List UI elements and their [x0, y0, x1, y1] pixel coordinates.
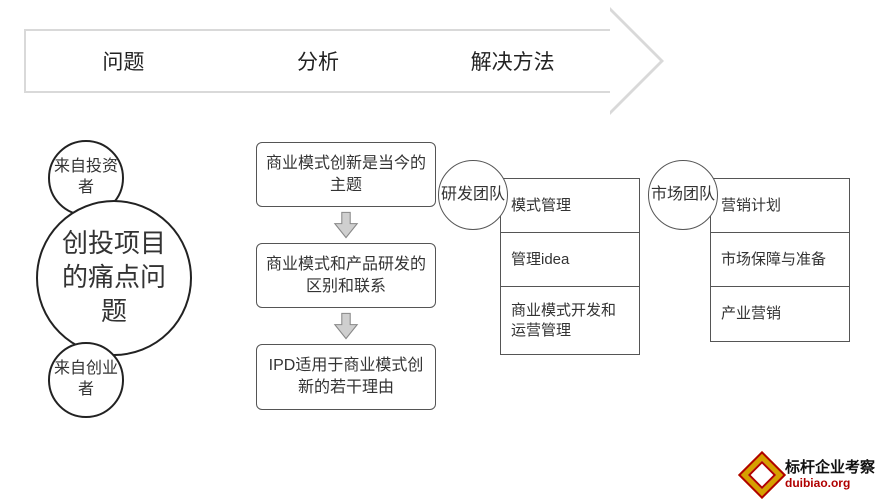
brand-title: 标杆企业考察	[785, 460, 875, 477]
header-label-problem: 问题	[26, 46, 221, 76]
analysis-box-2: 商业模式和产品研发的区别和联系	[256, 243, 436, 308]
header-arrow: 问题 分析 解决方法	[24, 26, 664, 96]
brand-logo-icon	[738, 451, 786, 499]
brand-logo-text: 标杆企业考察 duibiao.org	[785, 460, 875, 490]
header-label-analysis: 分析	[221, 46, 416, 76]
team-rd: 研发团队 模式管理 管理idea 商业模式开发和运营管理	[460, 178, 640, 355]
brand-url: duibiao.org	[785, 477, 875, 490]
header-arrow-head	[610, 7, 664, 115]
team-rd-cell: 商业模式开发和运营管理	[501, 287, 639, 354]
analysis-box-3: IPD适用于商业模式创新的若干理由	[256, 344, 436, 409]
down-arrow-icon	[332, 211, 360, 239]
team-market-cell: 产业营销	[711, 287, 849, 341]
team-market-cell: 营销计划	[711, 179, 849, 233]
circle-painpoint: 创投项目的痛点问题	[36, 200, 192, 356]
solution-column: 研发团队 模式管理 管理idea 商业模式开发和运营管理 市场团队 营销计划 市…	[460, 178, 870, 355]
team-market-title: 市场团队	[648, 160, 718, 230]
analysis-column: 商业模式创新是当今的主题 商业模式和产品研发的区别和联系 IPD适用于商业模式创…	[256, 142, 436, 410]
team-market-cell: 市场保障与准备	[711, 233, 849, 287]
header-arrow-body: 问题 分析 解决方法	[24, 29, 610, 93]
analysis-box-1: 商业模式创新是当今的主题	[256, 142, 436, 207]
header-label-solution: 解决方法	[415, 46, 610, 76]
problem-column: 来自投资者 创投项目的痛点问题 来自创业者	[36, 140, 236, 470]
team-market-table: 营销计划 市场保障与准备 产业营销	[710, 178, 850, 342]
circle-entrepreneur: 来自创业者	[48, 342, 124, 418]
team-rd-table: 模式管理 管理idea 商业模式开发和运营管理	[500, 178, 640, 355]
team-market: 市场团队 营销计划 市场保障与准备 产业营销	[670, 178, 850, 355]
team-rd-cell: 模式管理	[501, 179, 639, 233]
team-rd-title: 研发团队	[438, 160, 508, 230]
team-rd-cell: 管理idea	[501, 233, 639, 287]
down-arrow-icon	[332, 312, 360, 340]
brand-logo: 标杆企业考察 duibiao.org	[745, 458, 875, 492]
